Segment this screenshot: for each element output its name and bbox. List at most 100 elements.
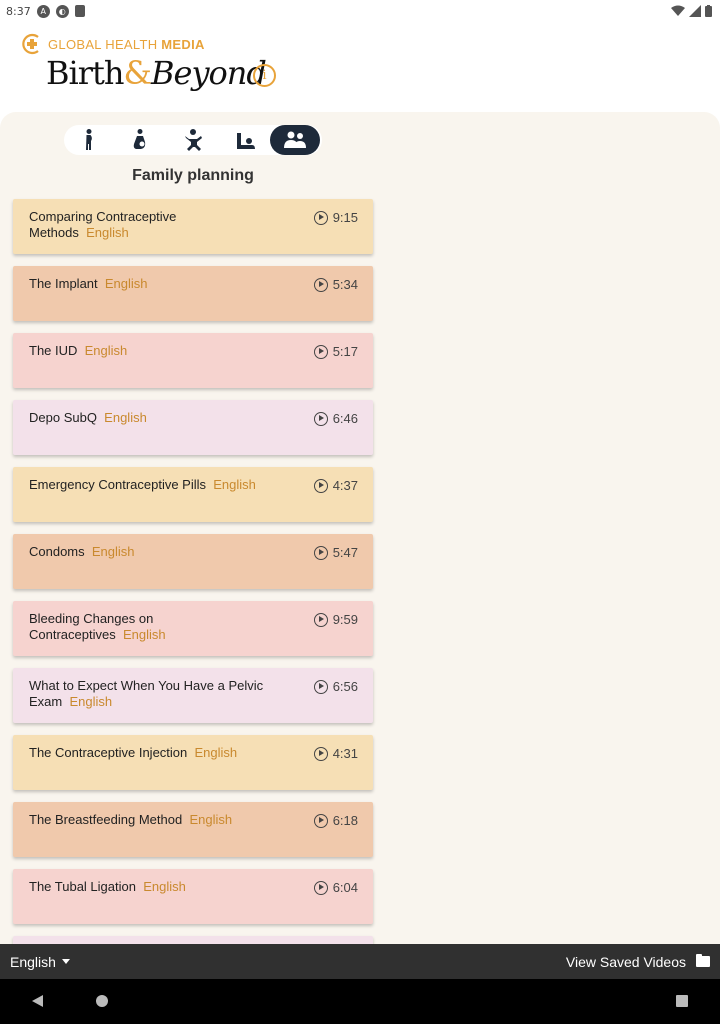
video-card[interactable]: The IUD English 5:17: [13, 333, 373, 388]
signal-icon: [689, 5, 701, 17]
category-tab-bar: [64, 125, 322, 155]
mother-newborn-icon: [237, 133, 255, 149]
play-icon: [313, 411, 328, 426]
video-duration-text: 6:56: [332, 679, 358, 694]
saved-folder-icon: [696, 954, 710, 967]
video-card[interactable]: The Implant English 5:34: [13, 266, 373, 321]
video-language: English: [194, 745, 238, 760]
video-duration: 9:15: [313, 210, 358, 225]
bottom-bar: English View Saved Videos: [0, 944, 720, 979]
app-header: GLOBAL HEALTH MEDIA Birth & Beyond i: [0, 22, 720, 112]
global-health-media-logo-icon: [22, 33, 39, 55]
tab-newborn-care[interactable]: [220, 125, 270, 155]
baby-icon: [185, 129, 202, 151]
video-card[interactable]: Depo SubQ English 6:46: [13, 400, 373, 455]
video-card[interactable]: The Tubal Ligation English 6:04: [13, 869, 373, 924]
video-duration-text: 5:47: [332, 545, 358, 560]
video-title-text: The Contraceptive Injection: [29, 745, 188, 760]
info-icon: i: [262, 68, 267, 83]
video-duration-text: 6:04: [332, 880, 358, 895]
notification-a-icon: A: [36, 4, 50, 18]
brand-prefix: GLOBAL HEALTH: [48, 36, 162, 52]
video-duration-text: 6:46: [332, 411, 358, 426]
recent-apps-icon[interactable]: [676, 995, 688, 1007]
video-language: English: [86, 225, 129, 240]
section-title: Family planning: [132, 167, 254, 184]
video-title: Condoms English: [29, 544, 269, 560]
play-icon: [313, 344, 328, 359]
video-title: The IUD English: [29, 343, 269, 359]
video-duration-text: 4:31: [332, 746, 358, 761]
tab-pregnancy[interactable]: [64, 125, 114, 155]
play-icon: [313, 277, 328, 292]
home-icon[interactable]: [96, 995, 108, 1007]
video-title: The Implant English: [29, 276, 269, 292]
language-selector-label: English: [10, 953, 56, 970]
video-title: Emergency Contraceptive Pills English: [29, 477, 269, 493]
video-title-text: What to Expect When You Have a Pelvic Ex…: [29, 678, 264, 709]
video-card[interactable]: What to Expect When You Have a Pelvic Ex…: [13, 668, 373, 723]
video-title: Comparing Contraceptive Methods English: [29, 209, 269, 241]
video-language: English: [122, 627, 166, 642]
language-selector[interactable]: English: [10, 954, 70, 970]
play-icon: [313, 813, 328, 828]
video-duration-text: 5:34: [332, 277, 358, 292]
play-icon: [313, 746, 328, 761]
dropdown-caret-icon: [61, 959, 70, 964]
tab-mother-baby[interactable]: [116, 125, 166, 155]
video-duration: 4:37: [313, 478, 358, 493]
app-title-part1: Birth: [46, 54, 125, 92]
video-duration: 6:46: [313, 411, 358, 426]
play-icon: [313, 612, 328, 627]
video-title: The Breastfeeding Method English: [29, 812, 269, 828]
play-icon: [313, 679, 328, 694]
video-title-text: Bleeding Changes on Contraceptives: [29, 611, 154, 642]
video-language: English: [91, 544, 135, 559]
notification-sync-icon: ◐: [55, 4, 69, 18]
pregnant-woman-icon: [86, 129, 92, 150]
video-card[interactable]: [13, 936, 373, 944]
play-icon: [313, 210, 328, 225]
video-language: English: [213, 477, 256, 492]
family-icon: [284, 131, 306, 148]
play-icon: [313, 545, 328, 560]
video-card[interactable]: The Breastfeeding Method English 6:18: [13, 802, 373, 857]
brand-bold: MEDIA: [161, 36, 205, 52]
tab-baby[interactable]: [168, 125, 218, 155]
video-card[interactable]: Comparing Contraceptive Methods English 9…: [13, 199, 373, 254]
video-duration: 5:34: [313, 277, 358, 292]
brand-name: GLOBAL HEALTH MEDIA: [48, 37, 205, 52]
video-language: English: [84, 343, 128, 358]
video-title: Depo SubQ English: [29, 410, 269, 426]
video-duration-text: 9:59: [332, 612, 358, 627]
back-icon[interactable]: [32, 995, 43, 1007]
video-title-text: Condoms: [29, 544, 85, 559]
video-title-text: Comparing Contraceptive Methods: [29, 209, 177, 240]
status-left: 8:37 A ◐: [6, 4, 85, 18]
video-language: English: [143, 879, 186, 894]
video-duration: 6:04: [313, 880, 358, 895]
app-title: Birth & Beyond: [46, 54, 267, 92]
view-saved-videos-button[interactable]: View Saved Videos: [566, 954, 710, 970]
tab-family-planning[interactable]: [270, 125, 320, 155]
video-duration-text: 4:37: [332, 478, 358, 493]
video-title-text: The Breastfeeding Method: [29, 812, 183, 827]
video-card[interactable]: Condoms English 5:47: [13, 534, 373, 589]
video-title-text: Emergency Contraceptive Pills: [29, 477, 207, 492]
mother-baby-icon: [133, 129, 146, 149]
status-bar: 8:37 A ◐: [0, 0, 720, 22]
info-button[interactable]: i: [253, 64, 276, 87]
video-duration: 9:59: [313, 612, 358, 627]
video-card[interactable]: Bleeding Changes on Contraceptives Engli…: [13, 601, 373, 656]
sd-card-icon: [74, 5, 85, 17]
video-card[interactable]: Emergency Contraceptive Pills English 4:3…: [13, 467, 373, 522]
status-time: 8:37: [6, 4, 31, 18]
video-title: What to Expect When You Have a Pelvic Ex…: [29, 678, 269, 710]
play-icon: [313, 880, 328, 895]
app-title-amp: &: [123, 54, 153, 92]
video-card[interactable]: The Contraceptive Injection English 4:31: [13, 735, 373, 790]
battery-icon: [705, 5, 712, 17]
video-duration: 6:18: [313, 813, 358, 828]
video-language: English: [104, 276, 148, 291]
video-language: English: [104, 410, 147, 425]
